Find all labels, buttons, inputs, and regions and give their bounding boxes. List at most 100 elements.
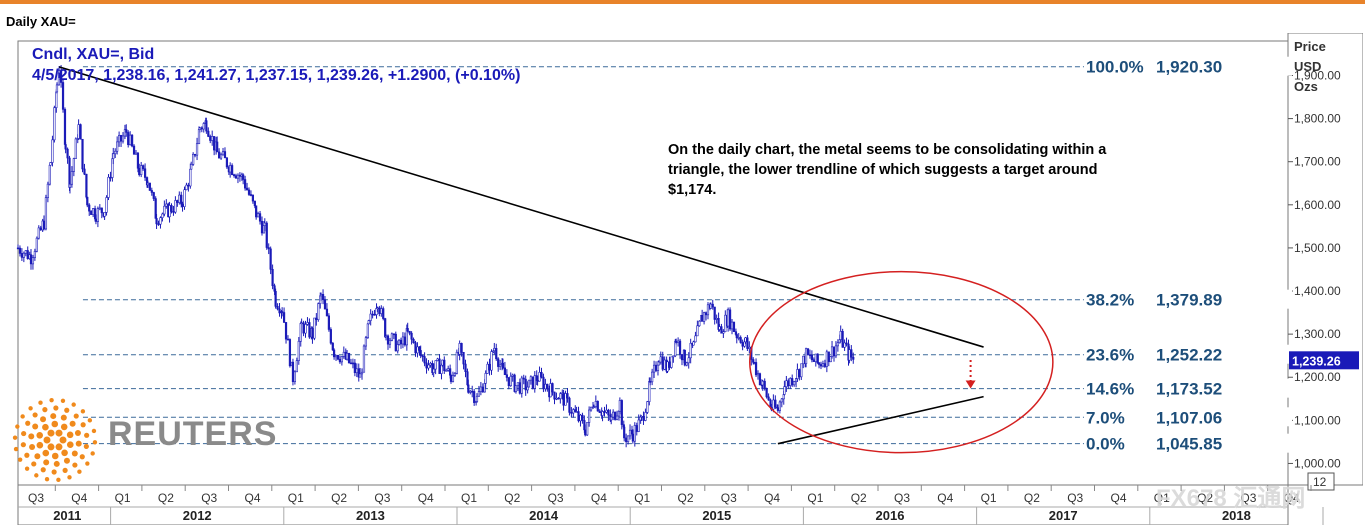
candle-body: [477, 391, 481, 397]
candle-body: [130, 134, 134, 147]
candle-body: [657, 361, 660, 366]
candle-body: [848, 349, 851, 361]
candle-body: [649, 381, 652, 383]
candle-body: [776, 407, 780, 411]
trendline-upper: [58, 66, 984, 348]
logo-dot: [13, 446, 19, 452]
candle-body: [143, 168, 147, 178]
candle-body: [68, 183, 72, 188]
candle-body: [31, 257, 35, 265]
candle-body: [247, 189, 251, 195]
scale-box: [1307, 472, 1335, 491]
y-tick-label: 1,400.00: [1294, 284, 1341, 298]
candle-body: [514, 385, 518, 392]
candle-body: [436, 358, 439, 361]
candle-body: [827, 351, 830, 363]
candle-body: [18, 247, 22, 254]
candle-body: [319, 294, 323, 297]
candle-body: [685, 362, 688, 366]
x-quarter-label: Q1: [807, 491, 823, 505]
logo-dot: [47, 429, 55, 437]
candle-body: [730, 321, 734, 330]
candle-body: [663, 359, 666, 370]
candle-body: [150, 190, 153, 193]
candle-body: [282, 312, 286, 323]
candle-body: [735, 334, 738, 339]
candle-body: [100, 207, 103, 214]
candle-body: [338, 358, 342, 363]
candle-body: [607, 409, 610, 416]
candle-body: [804, 348, 808, 364]
candle-body: [598, 410, 601, 413]
logo-dot: [43, 436, 51, 444]
fib-value-label: 1,107.06: [1156, 408, 1222, 427]
candle-body: [223, 151, 227, 159]
candle-body: [107, 176, 110, 198]
fib-value-label: 1,920.30: [1156, 58, 1222, 77]
candle-body: [244, 179, 247, 189]
candle-body: [353, 362, 356, 374]
candle-body: [189, 168, 192, 187]
candle-body: [672, 355, 675, 358]
candle-body: [584, 429, 587, 436]
logo-dot: [42, 449, 50, 457]
candle-body: [265, 222, 268, 248]
candle-body: [406, 328, 409, 332]
candle-body: [449, 374, 453, 382]
y-axis-title-line: Ozs: [1294, 79, 1318, 94]
candle-body: [746, 337, 749, 349]
candle-body: [453, 373, 456, 376]
candle-body: [161, 213, 164, 218]
candle-body: [63, 109, 67, 145]
candle-body: [249, 194, 253, 196]
candle-body: [455, 351, 458, 374]
candle-body: [793, 381, 796, 386]
reuters-logo-icon: [12, 397, 98, 483]
candle-body: [321, 294, 325, 300]
candle-body: [546, 383, 549, 390]
candle-body: [371, 313, 374, 316]
candle-body: [98, 207, 101, 210]
y-axis-title-line: Price: [1294, 39, 1326, 54]
candle-body: [767, 396, 770, 401]
candle-body: [198, 127, 201, 130]
candle-body: [614, 411, 617, 420]
candle-body: [360, 371, 364, 375]
candle-body: [696, 325, 699, 337]
candle-body: [610, 416, 613, 421]
candle-body: [445, 370, 448, 372]
candle-body: [55, 84, 59, 93]
candle-body: [566, 393, 569, 399]
fib-pct-label: 38.2%: [1086, 291, 1134, 310]
logo-dot: [53, 405, 59, 411]
candle-body: [138, 167, 141, 175]
candle-body: [427, 364, 430, 369]
candle-body: [70, 171, 74, 185]
candle-body: [390, 333, 393, 341]
logo-dot: [47, 443, 55, 451]
logo-dot: [34, 453, 41, 460]
y-tick-label: 1,900.00: [1294, 68, 1341, 82]
candle-body: [216, 141, 219, 153]
x-quarter-label: Q4: [591, 491, 607, 505]
logo-dot: [49, 397, 54, 403]
x-year-label: 2016: [876, 508, 905, 523]
candle-body: [798, 369, 801, 378]
candle-body: [522, 377, 525, 380]
candle-body: [795, 378, 798, 383]
candle-body: [533, 375, 536, 389]
logo-dot: [66, 431, 74, 439]
candle-body: [592, 406, 595, 408]
candle-body: [286, 338, 290, 341]
candle-body: [821, 363, 825, 367]
candle-body: [64, 144, 67, 150]
candle-body: [251, 194, 255, 202]
x-quarter-label: Q2: [158, 491, 174, 505]
candle-body: [53, 107, 56, 141]
candle-body: [640, 416, 643, 418]
candle-body: [443, 359, 446, 371]
candle-body: [205, 120, 208, 132]
candle-body: [157, 223, 160, 226]
candle-body: [229, 165, 232, 173]
candle-body: [24, 250, 27, 254]
